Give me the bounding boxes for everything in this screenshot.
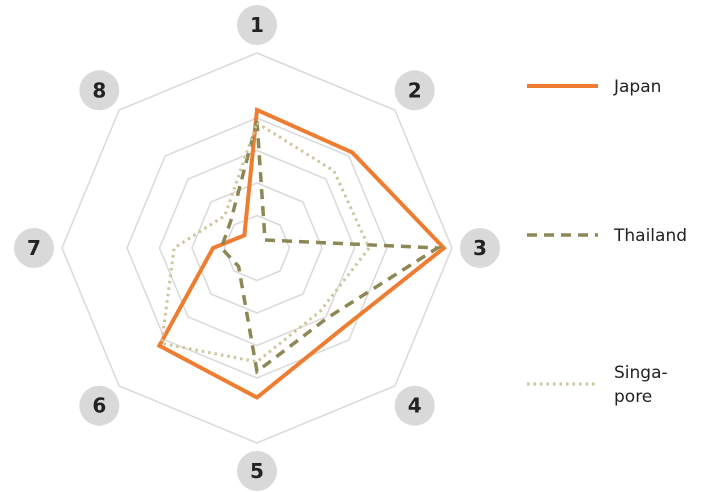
legend-item-thailand: Thailand: [527, 226, 687, 246]
axis-label-text: 2: [408, 78, 422, 102]
axis-label-badge: [14, 228, 54, 268]
axis-label-1: 1: [237, 5, 277, 45]
axis-label-text: 4: [408, 394, 422, 418]
series-lines: [156, 106, 447, 400]
grid-ring-4: [191, 182, 323, 314]
axis-label-badge: [394, 70, 435, 111]
legend-item-japan: Japan: [527, 77, 661, 97]
legend-label: Thailand: [613, 226, 687, 246]
grid-ring-1: [61, 52, 453, 444]
series-japan: [156, 106, 447, 400]
axis-label-7: 7: [14, 228, 54, 268]
axis-label-text: 8: [92, 78, 106, 102]
axis-label-badge: [79, 385, 120, 426]
axis-label-text: 7: [27, 236, 41, 260]
axis-label-4: 4: [394, 385, 435, 426]
axis-label-badge: [460, 228, 500, 268]
legend-label: Japan: [613, 77, 661, 97]
axis-label-5: 5: [237, 451, 277, 491]
axis-label-2: 2: [394, 70, 435, 111]
axis-labels: 1 2 3 4 5 6 7 8: [14, 5, 500, 491]
series-thailand: [219, 120, 444, 375]
legend-item-singapore: Singa-pore: [527, 363, 668, 407]
series-singapore: [159, 120, 371, 364]
axis-label-badge: [394, 385, 435, 426]
grid-ring-3: [158, 149, 356, 347]
legend-label: Singa-pore: [614, 363, 668, 407]
axis-label-text: 6: [92, 394, 106, 418]
axis-label-6: 6: [79, 385, 120, 426]
grid-ring-2: [126, 117, 388, 379]
axis-label-8: 8: [79, 70, 120, 111]
axis-label-badge: [237, 451, 277, 491]
grid: [61, 52, 453, 444]
axis-label-badge: [79, 70, 120, 111]
grid-ring-5: [223, 214, 291, 282]
axis-label-text: 1: [250, 13, 264, 37]
axis-label-3: 3: [460, 228, 500, 268]
legend: Japan Thailand Singa-pore: [527, 77, 687, 407]
axis-label-text: 5: [250, 459, 264, 483]
axis-label-badge: [237, 5, 277, 45]
axis-label-text: 3: [473, 236, 487, 260]
